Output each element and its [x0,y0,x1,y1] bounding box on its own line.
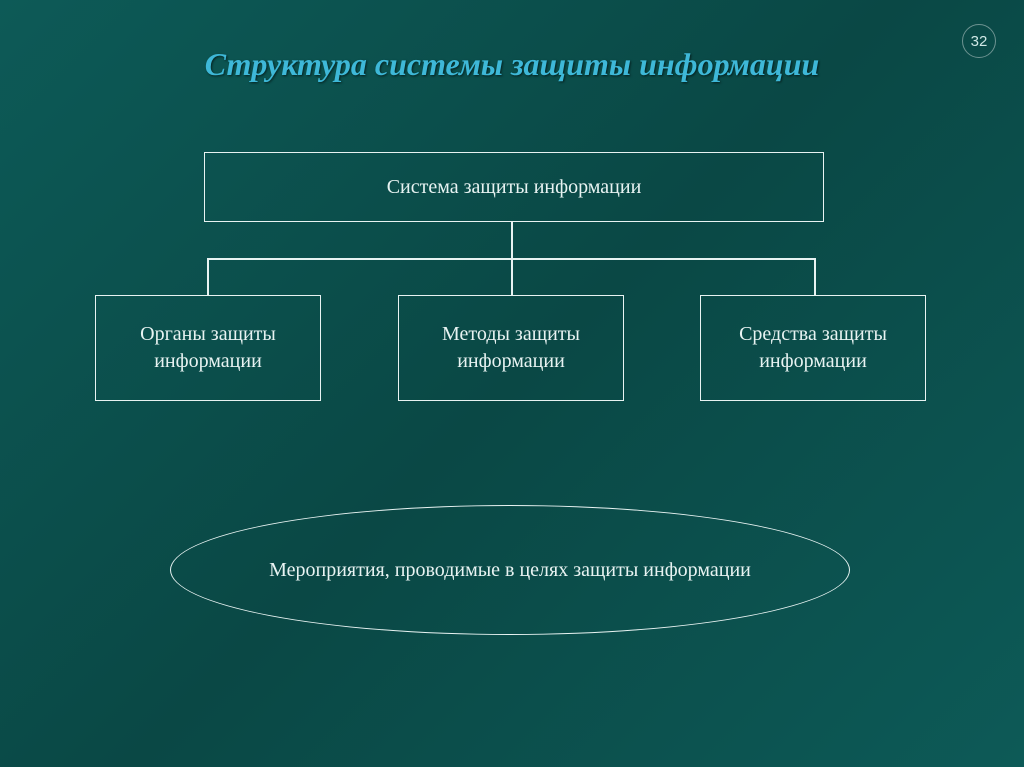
connector-drop-3 [814,258,816,295]
root-node-label: Система защиты информации [387,174,642,201]
child-node-3: Средства защиты информации [700,295,926,401]
child-node-1-label: Органы защиты информации [104,321,312,375]
ellipse-node: Мероприятия, проводимые в целях защиты и… [170,505,850,635]
child-node-2: Методы защиты информации [398,295,624,401]
connector-drop-2 [511,258,513,295]
child-node-3-label: Средства защиты информации [709,321,917,375]
connector-main-vertical [511,222,513,258]
child-node-2-label: Методы защиты информации [407,321,615,375]
ellipse-label: Мероприятия, проводимые в целях защиты и… [269,559,751,582]
root-node: Система защиты информации [204,152,824,222]
slide-title: Структура системы защиты информации [0,46,1024,83]
connector-drop-1 [207,258,209,295]
child-node-1: Органы защиты информации [95,295,321,401]
